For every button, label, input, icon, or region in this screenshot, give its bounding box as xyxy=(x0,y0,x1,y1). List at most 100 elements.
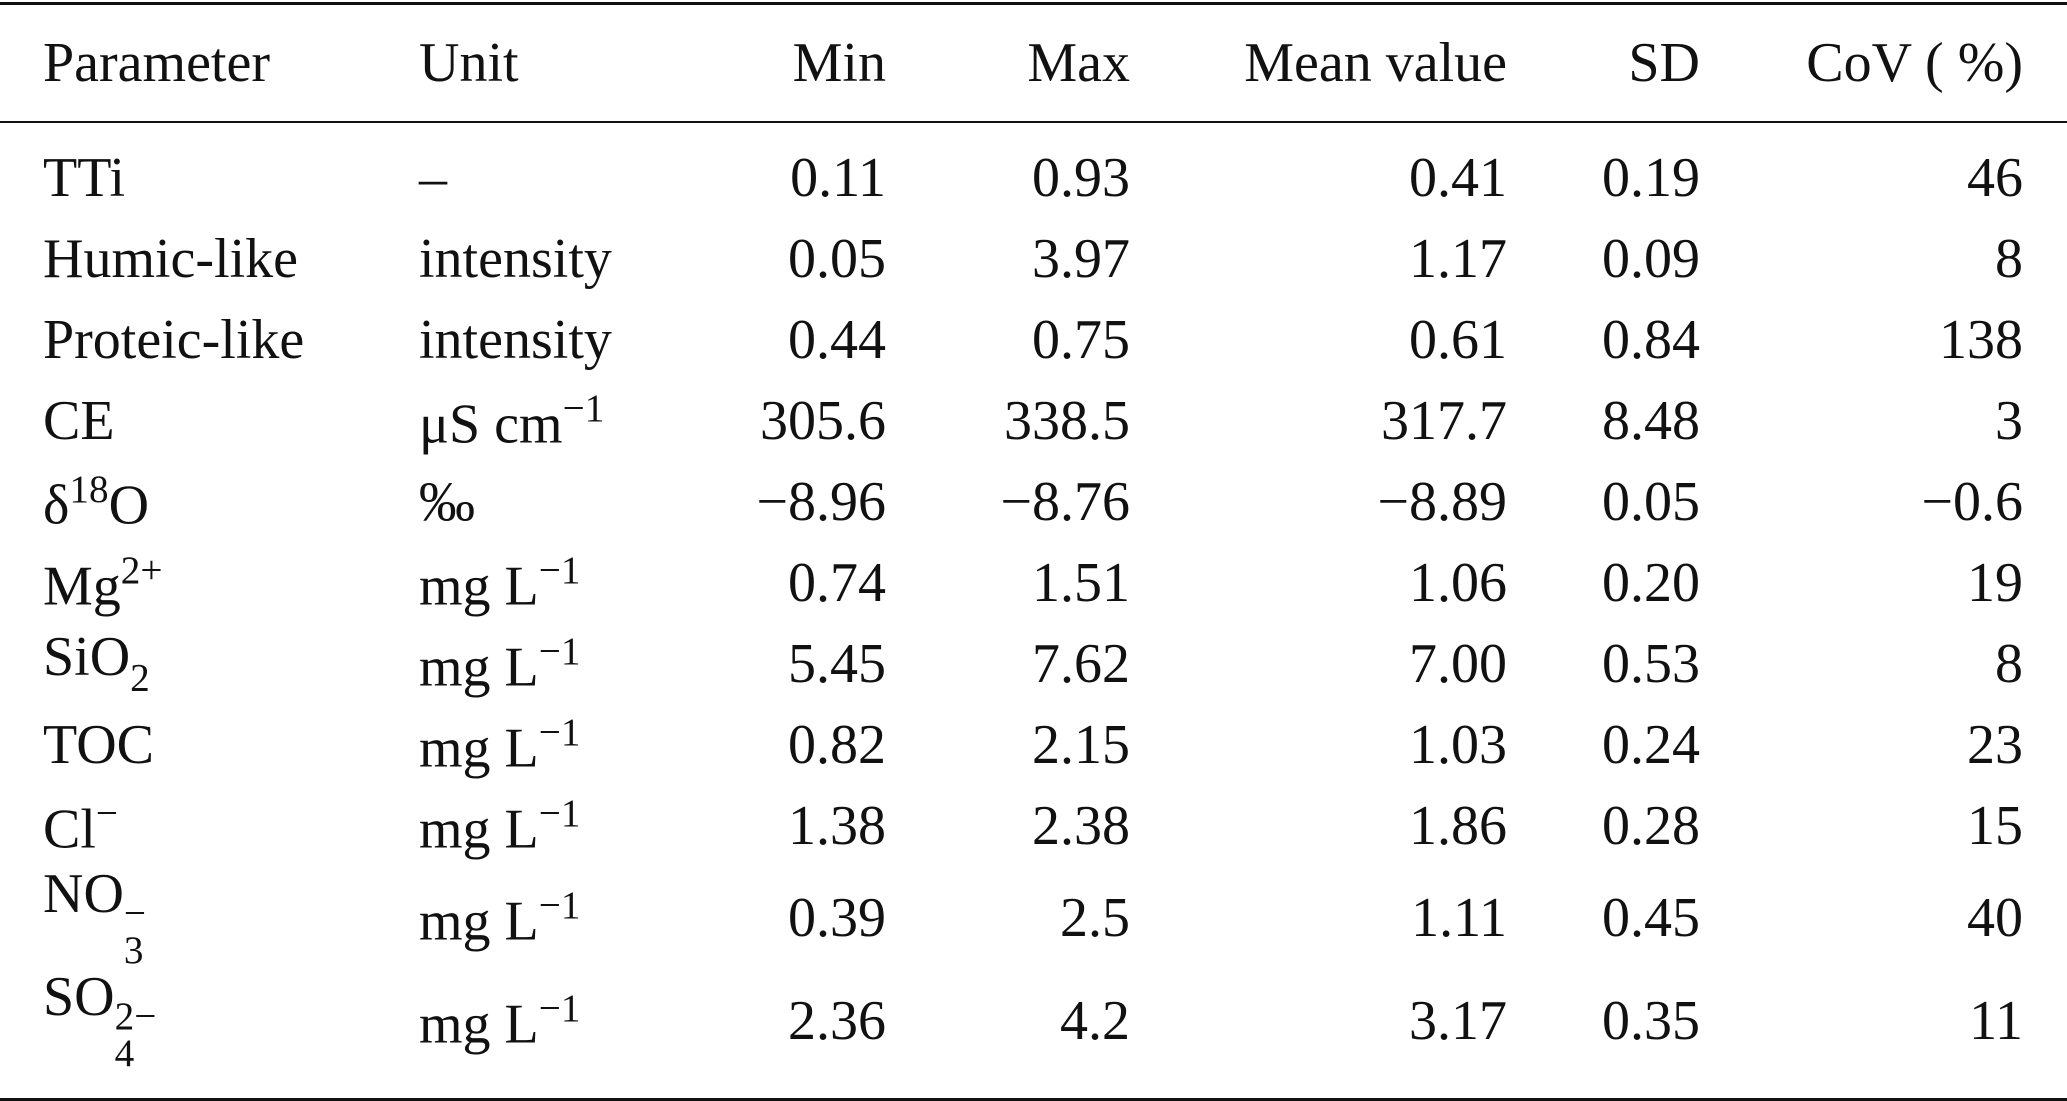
value-cell: 4.2 xyxy=(1060,989,1130,1052)
text: μS cm xyxy=(419,393,563,456)
text: Proteic-like xyxy=(43,308,305,371)
value-cell: 0.19 xyxy=(1602,146,1700,209)
value-cell: 8 xyxy=(1995,227,2023,290)
parameter-cell: TOC xyxy=(0,704,419,785)
text: ‰ xyxy=(419,470,475,533)
unit-cell: ‰ xyxy=(419,461,719,542)
value-cell: 1.06 xyxy=(1409,551,1507,614)
value-cell: 2.38 xyxy=(1032,794,1130,857)
text: NO xyxy=(43,863,124,925)
subscript: 4 xyxy=(114,1032,135,1076)
value-cell: 0.24 xyxy=(1602,713,1700,776)
text: intensity xyxy=(419,227,612,290)
parameter-cell: Cl− xyxy=(0,785,419,866)
table-row: TTi – 0.11 0.93 0.41 0.19 46 xyxy=(0,122,2067,218)
value-cell: 0.35 xyxy=(1602,989,1700,1052)
value-cell: 0.84 xyxy=(1602,308,1700,371)
value-cell: 8.48 xyxy=(1602,389,1700,452)
value-cell: 7.00 xyxy=(1409,632,1507,695)
parameter-cell: Mg2+ xyxy=(0,542,419,623)
value-cell: 0.28 xyxy=(1602,794,1700,857)
superscript: 2− xyxy=(114,994,157,1038)
text: SO xyxy=(43,966,115,1029)
parameter-cell: SiO2 xyxy=(0,623,419,704)
parameter-cell: SO 2− 4 xyxy=(0,969,419,1100)
text: mg L xyxy=(419,798,539,861)
table-row: Humic-like intensity 0.05 3.97 1.17 0.09 8 xyxy=(0,218,2067,299)
value-cell: 305.6 xyxy=(760,389,886,452)
value-cell: 0.45 xyxy=(1602,886,1700,949)
value-cell: 0.41 xyxy=(1409,146,1507,209)
text: Cl xyxy=(43,798,96,861)
unit-cell: mg L−1 xyxy=(419,542,719,623)
subscript: 2 xyxy=(130,656,150,700)
text: mg L xyxy=(419,636,539,699)
value-cell: 3 xyxy=(1995,389,2023,452)
header-row: Parameter Unit Min Max Mean value SD CoV ( %) xyxy=(0,3,2067,123)
value-cell: 0.53 xyxy=(1602,632,1700,695)
header-cell: Max xyxy=(886,3,1130,123)
unit-cell: mg L−1 xyxy=(419,704,719,785)
unit-cell: μS cm−1 xyxy=(419,380,719,461)
value-cell: 1.51 xyxy=(1032,551,1130,614)
unit-cell: – xyxy=(419,122,719,218)
sub-sup: −3 xyxy=(123,891,146,972)
text: mg L xyxy=(419,993,539,1056)
header-cell: Parameter xyxy=(0,3,419,123)
table-row: Mg2+ mg L−1 0.74 1.51 1.06 0.20 19 xyxy=(0,542,2067,623)
parameter-cell: CE xyxy=(0,380,419,461)
unit-cell: intensity xyxy=(419,299,719,380)
value-cell: 15 xyxy=(1967,794,2023,857)
subscript: 3 xyxy=(123,928,144,972)
value-cell: 1.86 xyxy=(1409,794,1507,857)
table-row: SO 2− 4 mg L−1 2.36 4.2 3.17 0.35 11 xyxy=(0,969,2067,1100)
value-cell: 5.45 xyxy=(788,632,886,695)
unit-cell: intensity xyxy=(419,218,719,299)
value-cell: 3.97 xyxy=(1032,227,1130,290)
value-cell: 19 xyxy=(1967,551,2023,614)
text: TOC xyxy=(43,713,154,776)
superscript: − xyxy=(123,891,146,935)
text: O xyxy=(108,474,150,537)
table-header: Parameter Unit Min Max Mean value SD CoV ( %) xyxy=(0,3,2067,123)
value-cell: 1.17 xyxy=(1409,227,1507,290)
parameter-cell: NO −3 xyxy=(0,863,419,972)
value-cell: 8 xyxy=(1995,632,2023,695)
unit-cell: mg L−1 xyxy=(419,785,719,866)
value-cell: 0.61 xyxy=(1409,308,1507,371)
table-row: δ18O ‰ −8.96 −8.76 −8.89 0.05 −0.6 xyxy=(0,461,2067,542)
value-cell: 40 xyxy=(1967,886,2023,949)
superscript: −1 xyxy=(538,883,581,927)
value-cell: 0.82 xyxy=(788,713,886,776)
header-cell: SD xyxy=(1507,3,1700,123)
unit-cell: mg L−1 xyxy=(419,969,719,1100)
sub-sup: 2− 4 xyxy=(114,994,157,1076)
text: Mg xyxy=(43,555,121,618)
text: TTi xyxy=(43,146,126,209)
superscript: −1 xyxy=(538,791,581,835)
parameter-cell: Humic-like xyxy=(0,218,419,299)
header-cell: Min xyxy=(719,3,886,123)
text: CE xyxy=(43,389,115,452)
superscript: −1 xyxy=(538,629,581,673)
header-cell: Mean value xyxy=(1130,3,1507,123)
text: SiO xyxy=(43,626,131,689)
value-cell: 138 xyxy=(1939,308,2023,371)
value-cell: 317.7 xyxy=(1381,389,1507,452)
unit-cell: mg L−1 xyxy=(419,623,719,704)
value-cell: 0.09 xyxy=(1602,227,1700,290)
text: intensity xyxy=(419,308,612,371)
superscript: 18 xyxy=(69,467,109,511)
superscript: 2+ xyxy=(120,548,163,592)
value-cell: 23 xyxy=(1967,713,2023,776)
parameter-cell: δ18O xyxy=(0,461,419,542)
superscript: −1 xyxy=(538,548,581,592)
table-row: NO −3 mg L−1 0.39 2.5 1.11 0.45 40 xyxy=(0,863,2067,972)
superscript: −1 xyxy=(538,710,581,754)
superscript: −1 xyxy=(562,386,605,430)
value-cell: 1.11 xyxy=(1411,886,1507,949)
text: δ xyxy=(43,474,70,537)
table-body: TTi – 0.11 0.93 0.41 0.19 46 Humic-like intensit… xyxy=(0,122,2067,1100)
value-cell: 1.38 xyxy=(788,794,886,857)
